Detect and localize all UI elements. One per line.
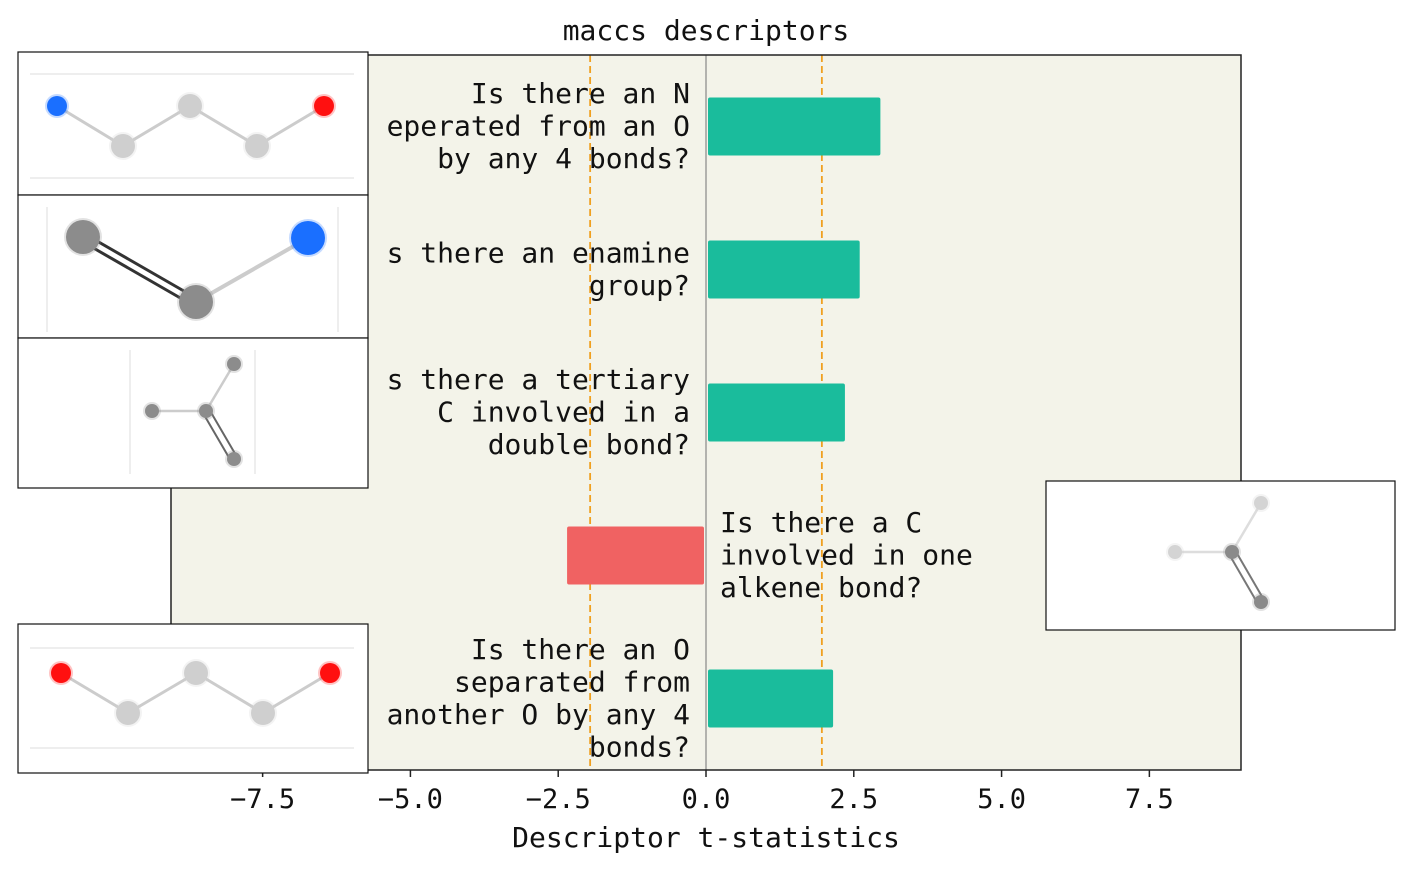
- carbon-atom: [1254, 496, 1268, 510]
- x-tick-label-0: −7.5: [230, 784, 295, 815]
- oxygen-atom: [314, 96, 334, 116]
- molecule-o-o-chain: [17, 623, 369, 774]
- molecule-enamine: [17, 194, 369, 339]
- x-tick-label-4: 2.5: [829, 784, 878, 815]
- x-tick-label-5: 5.0: [977, 784, 1026, 815]
- bar-1: [708, 240, 860, 299]
- bar-1-label-line-1: group?: [589, 269, 690, 302]
- carbon-atom: [199, 404, 213, 418]
- carbon-atom: [227, 357, 241, 371]
- x-tick-label-2: −2.5: [526, 784, 591, 815]
- x-tick-label-6: 7.5: [1125, 784, 1174, 815]
- carbon-atom: [245, 134, 269, 158]
- bar-4-label-line-1: separated from: [454, 665, 690, 698]
- bar-2-label-line-2: double bond?: [488, 428, 690, 461]
- bar-4-label-line-3: bonds?: [589, 730, 690, 763]
- bar-1-label-line-0: s there an enamine: [387, 236, 690, 269]
- bar-2: [708, 383, 845, 442]
- bar-3-label-line-0: Is there a C: [720, 506, 922, 539]
- bar-4: [708, 669, 834, 728]
- x-axis-ticks: −7.5 −5.0 −2.5 0.0 2.5 5.0 7.5: [230, 770, 1174, 815]
- carbon-atom: [145, 404, 159, 418]
- bar-0-label-line-0: Is there an N: [471, 77, 690, 110]
- oxygen-atom: [320, 663, 340, 683]
- molecule-insets: [17, 51, 1396, 774]
- bar-3-label-line-1: involved in one: [720, 539, 973, 572]
- molecule-n-o-chain: [17, 51, 369, 196]
- carbon-atom: [1225, 545, 1239, 559]
- carbon-atom: [227, 452, 241, 466]
- carbon-atom: [178, 94, 202, 118]
- nitrogen-atom: [291, 221, 325, 255]
- bar-2-label-line-1: C involved in a: [437, 396, 690, 429]
- bar-4-label-line-0: Is there an O: [471, 633, 690, 666]
- bar-0: [708, 97, 881, 156]
- bar-0-label-line-2: by any 4 bonds?: [437, 142, 690, 175]
- carbon-atom: [1254, 595, 1268, 609]
- nitrogen-atom: [47, 96, 67, 116]
- bars-group: [567, 97, 881, 728]
- carbon-atom: [116, 701, 140, 725]
- x-axis-label: Descriptor t-statistics: [512, 821, 900, 854]
- oxygen-atom: [51, 663, 71, 683]
- carbon-atom: [111, 134, 135, 158]
- molecule-alkene-right: [1045, 480, 1396, 631]
- carbon-atom: [179, 285, 213, 319]
- x-tick-label-1: −5.0: [378, 784, 443, 815]
- bar-0-label-line-1: eperated from an O: [387, 110, 690, 143]
- chart-title: maccs descriptors: [563, 14, 850, 47]
- bar-2-label-line-0: s there a tertiary: [387, 363, 690, 396]
- molecule-tertiary-alkene: [17, 337, 369, 489]
- carbon-atom: [66, 220, 100, 254]
- bar-4-label-line-2: another O by any 4: [387, 698, 690, 731]
- bar-3: [567, 526, 704, 585]
- carbon-atom: [1168, 545, 1182, 559]
- x-tick-label-3: 0.0: [682, 784, 731, 815]
- bar-3-label-line-2: alkene bond?: [720, 571, 922, 604]
- carbon-atom: [251, 701, 275, 725]
- carbon-atom: [184, 661, 208, 685]
